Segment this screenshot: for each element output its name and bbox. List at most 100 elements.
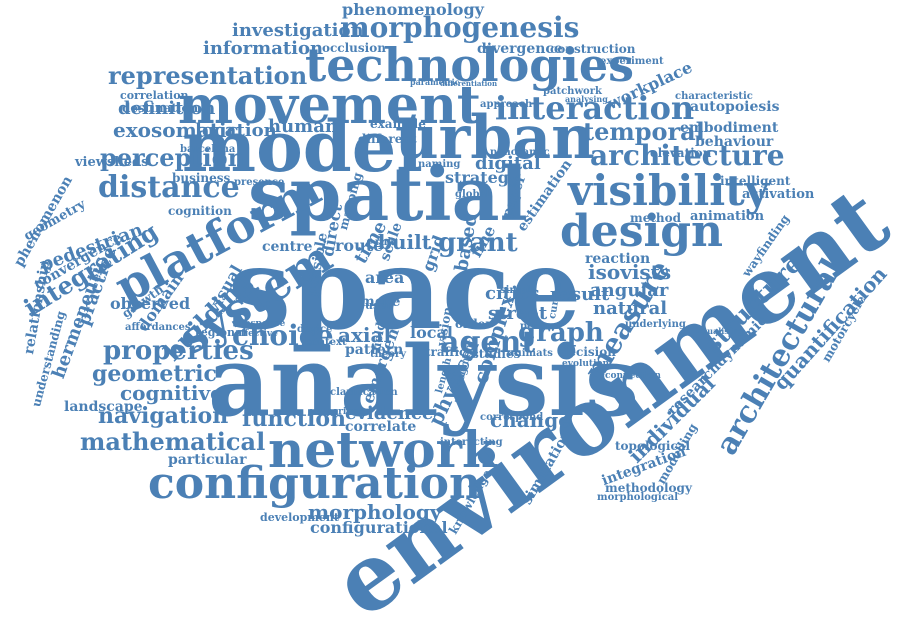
word-autopoiesis: autopoiesis <box>690 99 780 115</box>
word-representation: representation <box>108 61 308 90</box>
word-grant: grant <box>438 228 518 258</box>
word-animats: animats <box>508 348 553 359</box>
word-global: global <box>455 189 490 200</box>
word-result: result <box>550 284 610 305</box>
word-information: information <box>203 38 324 59</box>
word-network: network <box>268 420 497 479</box>
word-reaction: reaction <box>585 251 651 267</box>
word-behaviour: behaviour <box>695 134 774 150</box>
word-agent: agent <box>440 325 536 360</box>
word-correspond: correspond <box>480 412 544 423</box>
word-example: example <box>370 117 426 131</box>
word-activation: activation <box>742 187 815 202</box>
word-mathematical: mathematical <box>80 427 266 456</box>
word-human: human <box>268 116 338 137</box>
word-analysing: analysing <box>565 94 608 104</box>
word-rule: rule <box>375 237 398 248</box>
word-exosomatic: exosomatic <box>113 118 239 142</box>
word-cognitive: cognitive <box>120 381 223 405</box>
word-movement: movement <box>178 75 481 136</box>
word-area: area <box>365 268 405 287</box>
word-different: different <box>358 132 417 146</box>
word-configurational: configurational <box>310 518 448 537</box>
word-correlate: correlate <box>345 419 417 435</box>
word-isovists: isovists <box>588 260 672 284</box>
word-clarification: clarification <box>330 387 398 398</box>
word-properties: properties <box>103 336 254 366</box>
word-model: model <box>182 105 423 188</box>
word-pattern: pattern <box>345 342 404 358</box>
word-traffic: traffic <box>425 345 467 359</box>
word-business: business <box>172 171 231 185</box>
word-morphology: morphology <box>308 500 442 524</box>
word-geometric: geometric <box>92 361 217 387</box>
word-person: person <box>520 321 559 332</box>
word-space: space <box>228 224 582 355</box>
word-method: method <box>630 211 681 225</box>
word-correlation: correlation <box>120 89 189 102</box>
word-morphogenesis: morphogenesis <box>340 11 580 44</box>
word-choice: choice <box>232 319 334 352</box>
word-approach: approach <box>480 99 533 110</box>
word-user: user <box>365 299 392 312</box>
word-investigation: investigation <box>232 20 364 41</box>
word-visibility: visibility <box>568 166 769 215</box>
word-interacting: interacting <box>440 437 503 448</box>
word-presence: presence <box>234 177 285 188</box>
word-effective: effective <box>235 329 278 339</box>
word-axial: axial <box>338 323 392 347</box>
word-built: built <box>378 230 431 254</box>
word-decision: decision <box>560 345 616 359</box>
word-distance: distance <box>98 170 240 205</box>
word-particular: particular <box>168 452 247 468</box>
word-underlying: underlying <box>625 319 686 330</box>
word-theory: theory <box>370 349 407 360</box>
word-destination: destination <box>122 101 199 115</box>
word-evidence: evidence <box>345 403 434 424</box>
word-studies: studies <box>472 347 521 361</box>
word-animation: animation <box>690 209 765 224</box>
word-construction: construction <box>550 42 636 56</box>
word-angular: angular <box>590 280 669 301</box>
word-location: location <box>195 120 277 141</box>
word-patchwork: patchwork <box>543 86 602 97</box>
word-phenomenology: phenomenology <box>342 0 484 19</box>
word-embodiment: embodiment <box>680 120 779 136</box>
word-cities: cities <box>485 283 540 304</box>
word-local: local <box>410 323 453 342</box>
word-intelligent: intelligent <box>720 174 791 188</box>
word-development: development <box>260 511 340 524</box>
word-divergence: divergence <box>477 41 563 57</box>
word-occlusion: occlusion <box>322 41 386 55</box>
word-graph: graph <box>518 318 604 348</box>
word-route: route <box>335 236 384 255</box>
word-morphological: morphological <box>597 492 679 503</box>
word-temporal: temporal <box>583 117 705 146</box>
word-elevation: elevation <box>650 146 712 160</box>
word-experience: experience <box>315 407 370 417</box>
word-simple: simple <box>500 285 538 296</box>
word-technologies: technologies <box>305 38 635 92</box>
word-analysis: analysis <box>208 325 640 438</box>
word-affordances: affordances <box>125 322 191 333</box>
word-response: response <box>240 319 286 329</box>
word-digital: digital <box>475 153 541 174</box>
word-strategy: strategy <box>445 168 519 187</box>
word-order: order <box>455 317 492 331</box>
word-experiment: experiment <box>600 56 664 67</box>
word-more: more <box>360 294 401 310</box>
word-spatial: spatial <box>248 152 528 238</box>
word-change: change <box>490 408 571 432</box>
word-natural: natural <box>593 298 668 319</box>
word-visualising: visualising <box>695 326 744 336</box>
word-connection: connection <box>605 371 661 381</box>
word-configuration: configuration <box>148 458 481 509</box>
word-characteristic: characteristic <box>675 91 753 102</box>
word-naming: naming <box>418 159 461 170</box>
word-function: function <box>242 406 347 432</box>
word-design: design <box>560 206 724 257</box>
word-topological: topological <box>615 439 691 453</box>
word-regional: regional <box>195 326 247 339</box>
word-observed: observed <box>110 294 191 313</box>
